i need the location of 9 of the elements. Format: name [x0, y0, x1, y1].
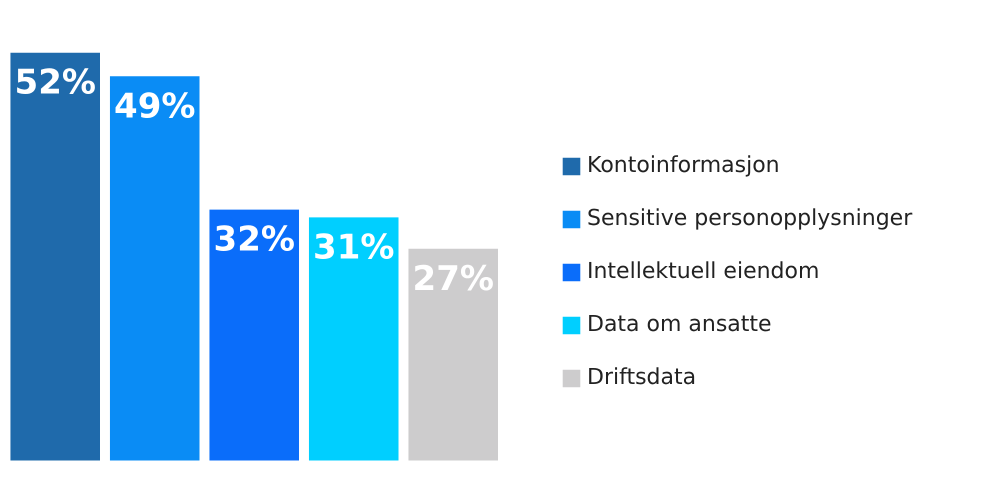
- legend-label: Intellektuell eiendom: [587, 259, 820, 284]
- legend-label: Sensitive personopplysninger: [587, 206, 912, 231]
- data-label: 31%: [313, 227, 394, 268]
- legend-label: Data om ansatte: [587, 312, 772, 337]
- legend-label: Kontoinformasjon: [587, 153, 780, 178]
- data-label: 32%: [214, 220, 295, 260]
- data-label: 49%: [114, 86, 196, 126]
- legend-label: Driftsdata: [587, 365, 696, 390]
- data-label: 52%: [14, 62, 96, 103]
